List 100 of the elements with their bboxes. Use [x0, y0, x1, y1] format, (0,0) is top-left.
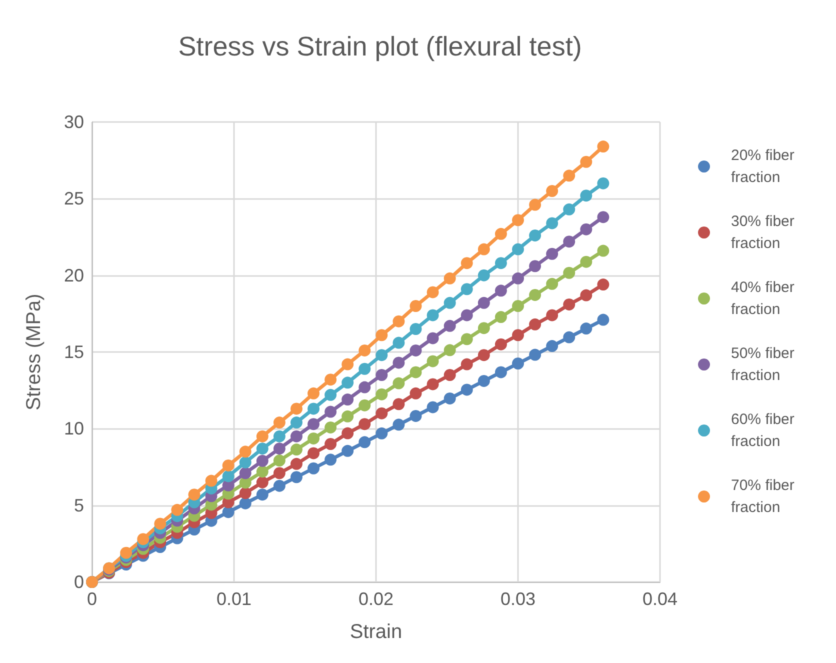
point	[563, 236, 576, 248]
legend-label: 40% fiber fraction	[731, 279, 799, 318]
point	[478, 243, 490, 256]
point	[324, 388, 337, 401]
point	[290, 416, 302, 429]
point	[308, 387, 320, 400]
point	[256, 488, 268, 501]
point	[512, 358, 524, 370]
point	[512, 243, 524, 256]
point	[563, 331, 576, 344]
point	[137, 533, 150, 546]
point	[290, 444, 302, 456]
point	[478, 269, 490, 282]
point	[444, 320, 456, 332]
point	[597, 278, 610, 291]
point	[444, 369, 456, 381]
point	[358, 344, 371, 356]
point	[256, 430, 268, 442]
y-tick-label: 5	[74, 495, 84, 516]
point	[546, 185, 558, 197]
point	[324, 406, 337, 418]
point	[563, 170, 576, 182]
x-tick-label: 0.02	[358, 589, 394, 609]
point	[529, 288, 542, 301]
point	[460, 257, 473, 270]
point	[342, 410, 354, 422]
point	[563, 203, 576, 216]
point	[290, 402, 302, 415]
point	[494, 338, 507, 350]
point	[342, 444, 354, 457]
point	[256, 476, 268, 488]
point	[426, 378, 439, 390]
point	[512, 329, 524, 342]
legend-label: 60% fiber fraction	[731, 411, 799, 450]
x-tick-label: 0.03	[500, 589, 536, 609]
point	[290, 430, 302, 442]
point	[478, 349, 490, 362]
point	[256, 442, 268, 455]
y-tick-label: 15	[64, 342, 84, 362]
point	[358, 362, 371, 375]
point	[426, 401, 439, 414]
point	[308, 402, 320, 415]
point	[308, 462, 320, 474]
point	[460, 283, 473, 296]
point	[460, 358, 473, 370]
point	[308, 432, 320, 444]
point	[444, 272, 456, 284]
point	[478, 374, 490, 387]
point	[120, 546, 132, 559]
point	[426, 286, 439, 298]
point	[410, 410, 422, 422]
point	[342, 394, 354, 406]
point	[256, 454, 268, 467]
point	[478, 296, 490, 309]
x-tick-label: 0.04	[642, 589, 678, 609]
point	[324, 374, 337, 386]
point	[460, 333, 473, 346]
point	[376, 369, 388, 381]
point	[392, 356, 405, 369]
point	[376, 427, 388, 440]
point	[529, 198, 542, 211]
point	[376, 407, 388, 420]
point	[222, 470, 234, 482]
point	[460, 384, 473, 396]
point	[580, 289, 592, 302]
y-axis-title: Stress (MPa)	[23, 294, 45, 410]
point	[580, 256, 592, 268]
point	[580, 156, 592, 168]
chart-title: Stress vs Strain plot (flexural test)	[178, 32, 582, 62]
point	[546, 278, 558, 290]
point	[512, 214, 524, 226]
point	[546, 309, 558, 322]
point	[239, 497, 252, 510]
point	[358, 399, 371, 412]
point	[273, 467, 286, 480]
point	[494, 366, 507, 378]
point	[597, 211, 610, 224]
point	[290, 471, 302, 484]
y-tick-label: 0	[74, 572, 84, 592]
point	[512, 300, 524, 312]
point	[376, 349, 388, 362]
point	[410, 323, 422, 335]
point	[410, 300, 422, 312]
point	[171, 504, 184, 516]
point	[239, 487, 252, 500]
point	[342, 427, 354, 440]
point	[154, 518, 166, 530]
point	[239, 446, 252, 458]
point	[444, 392, 456, 404]
y-tick-label: 20	[64, 265, 84, 286]
point	[324, 421, 337, 434]
point	[239, 467, 252, 480]
point	[426, 309, 439, 322]
point	[580, 322, 592, 335]
point	[342, 376, 354, 389]
point	[308, 418, 320, 430]
point	[188, 488, 200, 501]
point	[580, 190, 592, 202]
point	[376, 388, 388, 400]
point	[597, 244, 610, 257]
